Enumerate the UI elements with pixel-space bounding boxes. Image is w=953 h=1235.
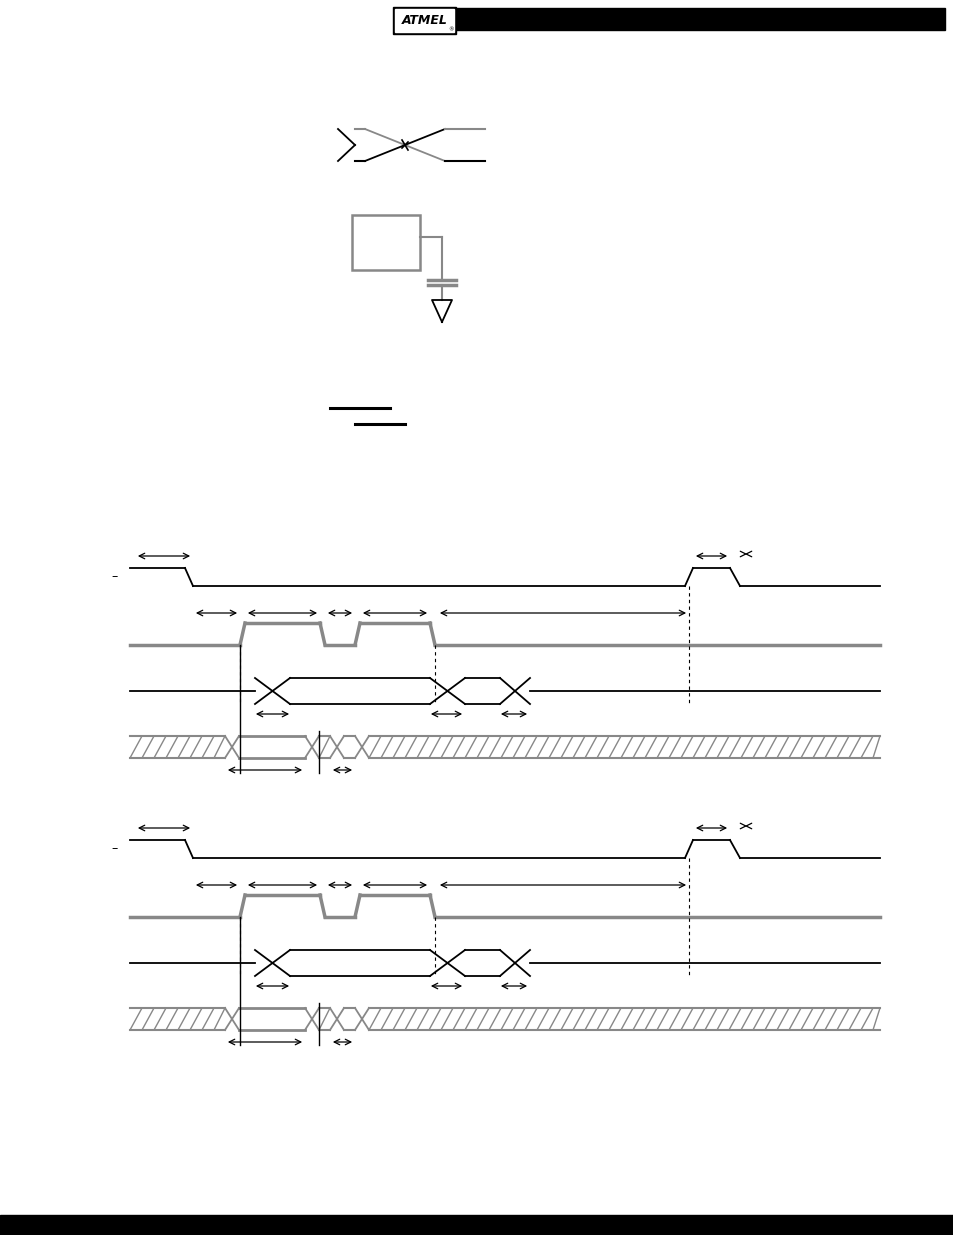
Text: –: – — [112, 842, 118, 856]
Text: ATMEL: ATMEL — [401, 15, 448, 27]
Bar — [0, 1215, 953, 1235]
Bar — [455, 7, 944, 30]
Bar — [352, 215, 419, 270]
Bar — [393, 7, 456, 35]
Text: –: – — [112, 571, 118, 583]
Text: ®: ® — [448, 27, 454, 32]
Bar — [395, 9, 454, 32]
